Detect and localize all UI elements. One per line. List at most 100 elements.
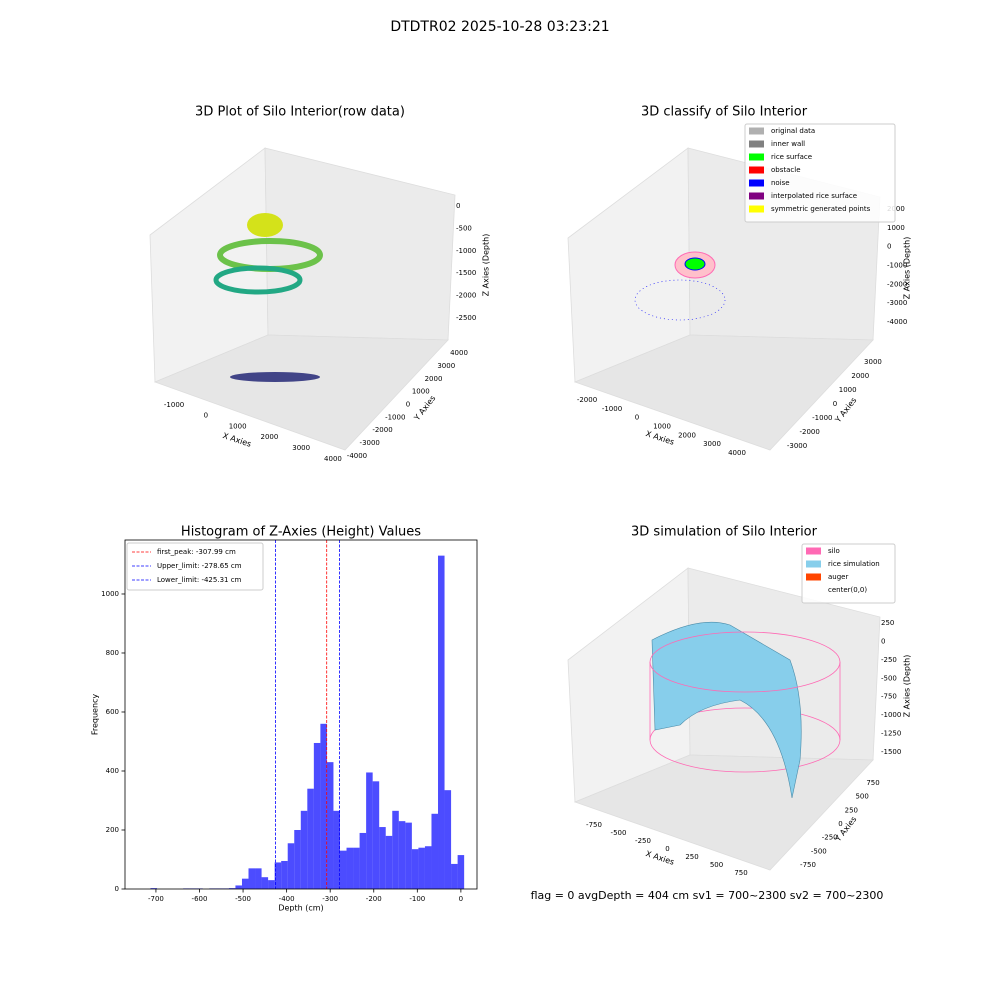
z-tick-label: 1000	[887, 224, 905, 232]
y-tick-label: -2000	[372, 426, 392, 434]
y-tick-label: 4000	[450, 349, 468, 357]
z-tick-label: -1000	[881, 711, 901, 719]
z-tick-label: 250	[881, 619, 894, 627]
bar	[424, 846, 432, 889]
legend-label: rice simulation	[828, 560, 880, 568]
bar	[353, 847, 360, 889]
y-tick-label: 0	[833, 400, 837, 408]
y-tick-label: -3000	[360, 439, 380, 447]
bar	[431, 813, 439, 889]
y-tick-label: 400	[106, 767, 119, 775]
y-tick-label: 1000	[101, 590, 119, 598]
legend-label: Upper_limit: -278.65 cm	[157, 562, 242, 570]
y-tick-label: 2000	[425, 375, 443, 383]
figure-title: DTDTR02 2025-10-28 03:23:21	[390, 19, 609, 35]
legend-box	[744, 123, 896, 223]
legend-label: auger	[828, 573, 848, 581]
bar	[268, 880, 275, 889]
bar	[385, 835, 393, 889]
y-tick-label: 0	[406, 401, 410, 409]
z-axis-label: Z Axies (Depth)	[903, 655, 912, 718]
x-tick-label: -500	[611, 829, 627, 837]
y-tick-label: -2000	[800, 428, 820, 436]
y-tick-label: 3000	[437, 362, 455, 370]
legend-label: original data	[771, 127, 815, 135]
bar	[418, 847, 425, 889]
y-tick-label: -1000	[812, 414, 832, 422]
chart-title: Histogram of Z-Axies (Height) Values	[181, 525, 421, 540]
x-tick-label: 4000	[324, 455, 342, 463]
z-tick-label: -250	[881, 656, 897, 664]
x-tick-label: 1000	[229, 422, 247, 430]
y-tick-label: 1000	[412, 388, 430, 396]
bar	[379, 827, 386, 889]
x-tick-label: 500	[710, 861, 723, 869]
bar	[457, 855, 465, 889]
footer-text: flag = 0 avgDepth = 404 cm sv1 = 700~230…	[531, 889, 884, 902]
bar	[313, 742, 321, 889]
x-tick-label: 3000	[703, 440, 721, 448]
bar	[392, 810, 399, 889]
bar	[261, 877, 269, 889]
legend-swatch	[749, 192, 764, 200]
y-axis-label: Frequency	[91, 694, 100, 736]
z-tick-label: -1000	[887, 262, 907, 270]
legend-label: first_peak: -307.99 cm	[157, 548, 236, 556]
bar	[281, 860, 288, 889]
legend-swatch	[749, 179, 764, 187]
legend-swatch	[749, 205, 764, 213]
y-tick-label: 0	[115, 885, 119, 893]
bar	[405, 822, 412, 889]
bar	[294, 829, 301, 889]
bar	[411, 849, 419, 889]
legend-box	[801, 543, 896, 604]
bar	[235, 885, 242, 889]
z-tick-label: -2500	[456, 314, 476, 322]
legend-label: interpolated rice surface	[771, 192, 857, 200]
y-tick-label: 800	[106, 649, 119, 657]
bar	[241, 878, 249, 889]
x-tick-label: 0	[665, 845, 669, 853]
legend-swatch	[806, 573, 821, 581]
legend-label: inner wall	[771, 140, 805, 148]
y-tick-label: -250	[822, 834, 838, 842]
y-tick-label: 1000	[839, 386, 857, 394]
x-tick-label: 250	[685, 853, 698, 861]
x-tick-label: -400	[279, 895, 295, 903]
x-tick-label: -600	[192, 895, 208, 903]
bar	[372, 781, 380, 889]
y-tick-label: 600	[106, 708, 119, 716]
y-tick-label: 3000	[864, 358, 882, 366]
z-tick-label: -1500	[456, 269, 476, 277]
bar	[326, 762, 334, 889]
z-tick-label: 2000	[887, 205, 905, 213]
legend-label: noise	[771, 179, 790, 187]
y-tick-label: -750	[800, 861, 816, 869]
y-tick-label: 500	[855, 793, 868, 801]
legend-label: Lower_limit: -425.31 cm	[157, 576, 242, 584]
panes-1	[149, 147, 456, 451]
x-tick-label: 1000	[653, 423, 671, 431]
bar	[346, 847, 354, 889]
bar	[438, 555, 445, 889]
y-tick-label: -1000	[385, 413, 405, 421]
z-tick-label: 0	[881, 637, 885, 645]
x-tick-label: 0	[635, 414, 639, 422]
y-tick-label: 0	[838, 820, 842, 828]
y-tick-label: -3000	[787, 442, 807, 450]
z-tick-label: -4000	[887, 318, 907, 326]
z-tick-label: 0	[887, 243, 891, 251]
z-tick-label: -1250	[881, 730, 901, 738]
bar	[287, 843, 295, 889]
bar	[150, 888, 158, 889]
legend-swatch	[806, 547, 821, 555]
bar	[444, 790, 452, 889]
bar	[274, 862, 282, 889]
chart-title: 3D simulation of Silo Interior	[631, 525, 818, 540]
x-tick-label: 2000	[678, 431, 696, 439]
x-tick-label: -2000	[577, 396, 597, 404]
x-tick-label: -100	[409, 895, 425, 903]
legend-label: rice surface	[771, 153, 812, 161]
chart-title: 3D Plot of Silo Interior(row data)	[195, 105, 405, 120]
